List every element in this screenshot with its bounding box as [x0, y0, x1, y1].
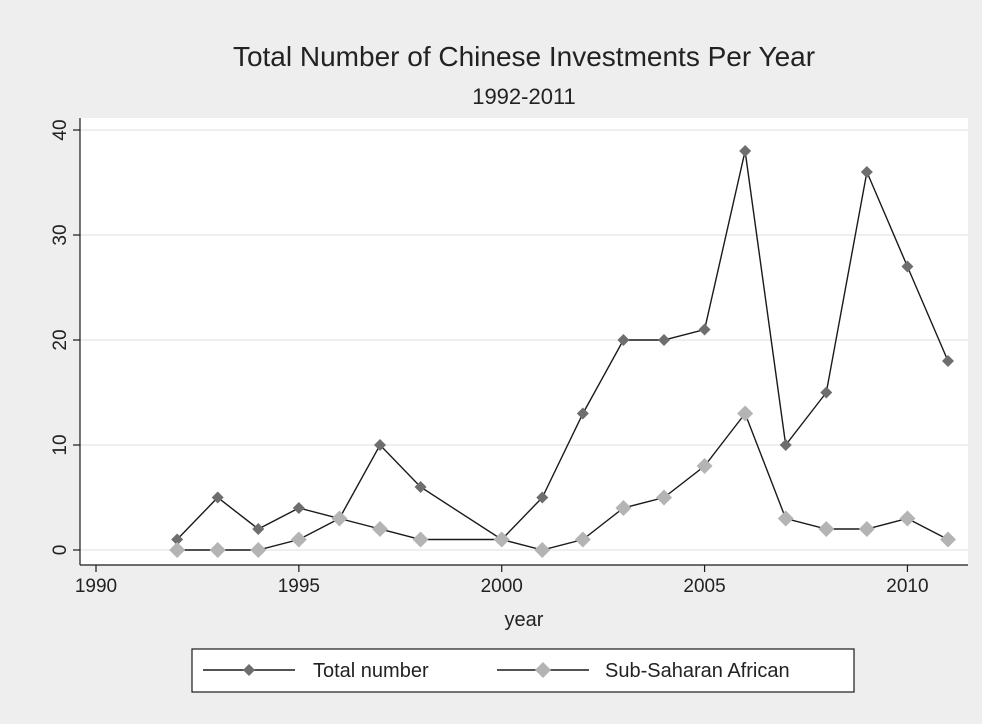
- data-point-ssa: [696, 458, 713, 474]
- legend: Total number Sub-Saharan African: [191, 648, 855, 693]
- data-point-ssa: [331, 510, 348, 527]
- data-point-total: [739, 145, 752, 157]
- y-tick-label: 30: [50, 224, 71, 245]
- chart-subtitle: 1992-2011: [472, 84, 576, 109]
- data-point-total: [252, 523, 265, 535]
- x-tick-label: 2000: [481, 576, 523, 597]
- data-point-ssa: [250, 542, 267, 558]
- data-point-total: [374, 439, 386, 451]
- data-point-total: [292, 502, 305, 514]
- legend-marker-total: [243, 664, 255, 676]
- y-tick-label: 20: [50, 329, 71, 350]
- data-point-ssa: [656, 489, 672, 506]
- data-point-ssa: [818, 521, 835, 537]
- data-point-total: [860, 166, 873, 178]
- data-point-ssa: [737, 405, 754, 422]
- data-point-ssa: [777, 510, 794, 527]
- data-point-total: [698, 323, 711, 336]
- x-axis-title: year: [505, 609, 544, 631]
- data-point-total: [617, 334, 630, 346]
- data-point-ssa: [412, 531, 429, 548]
- data-point-ssa: [574, 531, 591, 548]
- data-point-total: [171, 533, 184, 546]
- data-point-ssa: [493, 531, 510, 548]
- legend-label-total: Total number: [313, 660, 429, 682]
- legend-label-ssa: Sub-Saharan African: [605, 660, 790, 682]
- data-point-total: [211, 491, 224, 504]
- axes: 0 10 20 30 40 1990 1995 2000 2005 2010: [50, 118, 968, 597]
- y-tick-label: 40: [50, 119, 71, 140]
- data-point-total: [942, 355, 954, 367]
- data-point-ssa: [372, 521, 388, 537]
- y-tick-label: 10: [50, 434, 71, 455]
- data-point-ssa: [290, 531, 307, 548]
- plot-area: [80, 118, 968, 565]
- x-tick-label: 1995: [278, 576, 320, 597]
- x-tick-label: 2005: [683, 576, 725, 597]
- data-point-total: [576, 407, 589, 420]
- data-point-ssa: [940, 531, 956, 548]
- data-point-total: [779, 439, 792, 451]
- data-point-ssa: [899, 510, 916, 527]
- data-point-total: [414, 481, 427, 493]
- data-point-total: [901, 260, 914, 273]
- y-tick-label: 0: [50, 545, 71, 556]
- x-tick-label: 1990: [75, 576, 117, 597]
- data-point-total: [658, 334, 670, 346]
- data-point-ssa: [615, 500, 632, 516]
- data-point-ssa: [209, 542, 226, 558]
- x-tick-label: 2010: [886, 576, 928, 597]
- data-point-ssa: [169, 542, 186, 558]
- data-point-total: [536, 491, 549, 504]
- legend-marker-ssa: [535, 662, 551, 678]
- data-point-ssa: [534, 542, 551, 558]
- chart-title: Total Number of Chinese Investments Per …: [233, 41, 815, 72]
- data-point-total: [820, 386, 833, 399]
- series-group: [169, 145, 956, 558]
- data-point-ssa: [858, 521, 875, 537]
